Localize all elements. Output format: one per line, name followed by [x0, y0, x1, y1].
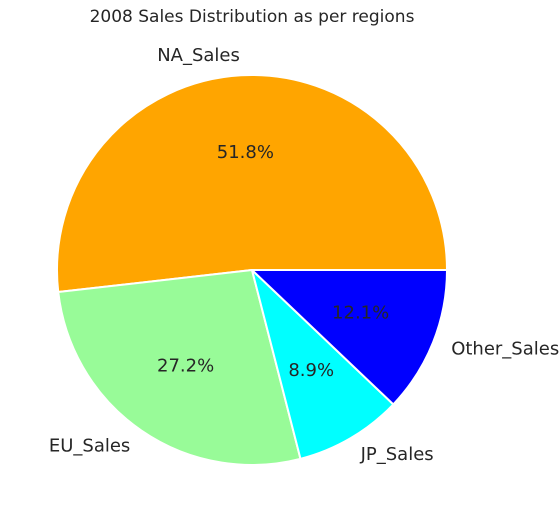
- pie-labels: NA_Sales 51.8% EU_Sales 27.2% JP_Sales 8.9% Ot…: [49, 45, 559, 465]
- label-other-sales: Other_Sales: [451, 339, 559, 360]
- pct-na-sales: 51.8%: [217, 142, 274, 163]
- label-jp-sales: JP_Sales: [360, 444, 434, 465]
- slice-jp-sales: [251, 269, 395, 460]
- pct-jp-sales: 8.9%: [288, 360, 334, 381]
- label-na-sales: NA_Sales: [157, 45, 240, 66]
- pct-other-sales: 12.1%: [332, 302, 389, 323]
- pct-eu-sales: 27.2%: [157, 355, 214, 376]
- chart-title: 2008 Sales Distribution as per regions: [90, 7, 415, 27]
- slice-eu-sales: [57, 269, 302, 466]
- slice-other-sales: [251, 269, 448, 406]
- slice-na-sales: [56, 74, 448, 294]
- label-eu-sales: EU_Sales: [49, 436, 130, 457]
- pie-slices: [56, 74, 448, 466]
